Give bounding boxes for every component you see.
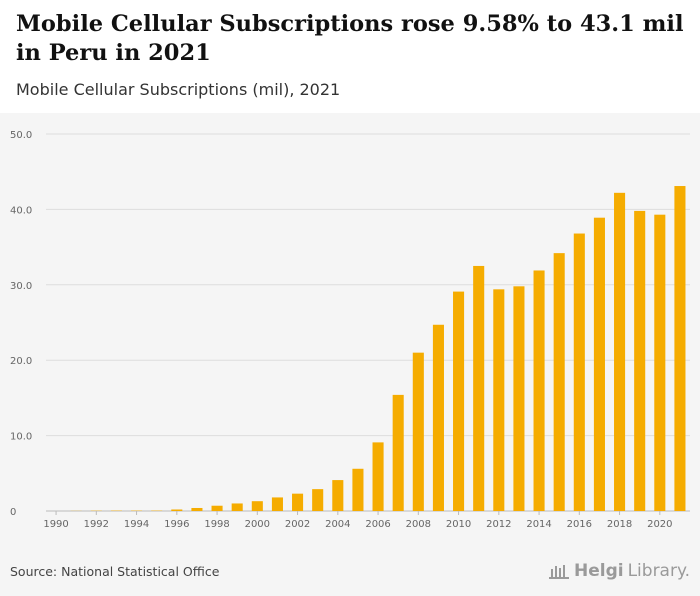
bar-2001	[271, 497, 283, 511]
bar-2004	[332, 480, 344, 511]
bar-2005	[352, 468, 364, 511]
bar-2016	[573, 233, 585, 511]
bar-2020	[654, 214, 666, 511]
chart-title: Mobile Cellular Subscriptions rose 9.58%…	[16, 11, 684, 66]
bar-2013	[513, 286, 525, 511]
y-tick-label: 30.0	[10, 281, 32, 292]
x-tick-label: 2018	[607, 519, 632, 530]
source-note: Source: National Statistical Office	[10, 564, 220, 579]
helgilibrary-logo[interactable]: Helgi Library.	[548, 561, 690, 581]
bar-chart: 0 10.0 20.0 30.0 40.0 50.0 1990 1992 1994 1996 199…	[10, 130, 690, 530]
chart-subtitle: Mobile Cellular Subscriptions (mil), 202…	[16, 80, 341, 99]
bar-1996	[171, 509, 183, 511]
library-building-icon	[548, 565, 569, 579]
bar-2003	[312, 489, 324, 511]
bar-2000	[251, 501, 263, 511]
x-tick-label: 2020	[647, 519, 672, 530]
bar-2008	[412, 352, 424, 511]
y-tick-label: 10.0	[10, 432, 32, 443]
x-tick-label: 2006	[365, 519, 390, 530]
bar-2021	[674, 186, 686, 511]
bar-2010	[453, 291, 465, 511]
bar-2017	[593, 217, 605, 511]
logo-helgi-text: Helgi	[573, 561, 624, 581]
x-tick-label: 1990	[43, 519, 68, 530]
logo-library-text: Library.	[627, 561, 690, 581]
bar-2012	[493, 289, 505, 511]
bar-2018	[614, 192, 626, 511]
y-tick-label: 20.0	[10, 356, 32, 367]
x-tick-label: 1998	[204, 519, 229, 530]
x-tick-label: 1996	[164, 519, 189, 530]
bar-2009	[432, 324, 444, 511]
bar-2014	[533, 270, 545, 511]
x-tick-label: 2004	[325, 519, 350, 530]
bar-2015	[553, 253, 565, 511]
x-tick-label: 2014	[526, 519, 551, 530]
chart-header: Mobile Cellular Subscriptions rose 9.58%…	[0, 0, 700, 113]
y-tick-label: 40.0	[10, 205, 32, 216]
x-tick-label: 2010	[446, 519, 471, 530]
bar-2002	[292, 493, 304, 511]
x-tick-label: 2012	[486, 519, 511, 530]
y-tick-label: 0	[10, 507, 16, 518]
x-tick-label: 2008	[406, 519, 431, 530]
bar-1999	[231, 503, 243, 511]
x-tick-label: 2016	[567, 519, 592, 530]
bar-2019	[634, 210, 646, 511]
bar-2006	[372, 442, 384, 511]
bar-1998	[211, 505, 223, 511]
bar-2011	[473, 265, 485, 511]
bar-2007	[392, 394, 404, 511]
x-tick-label: 2000	[245, 519, 270, 530]
x-tick-label: 1992	[84, 519, 109, 530]
x-tick-label: 1994	[124, 519, 149, 530]
footer: Source: National Statistical Office Helg…	[0, 558, 700, 596]
bar-1997	[191, 507, 203, 511]
x-tick-label: 2002	[285, 519, 310, 530]
y-tick-label: 50.0	[10, 130, 32, 141]
